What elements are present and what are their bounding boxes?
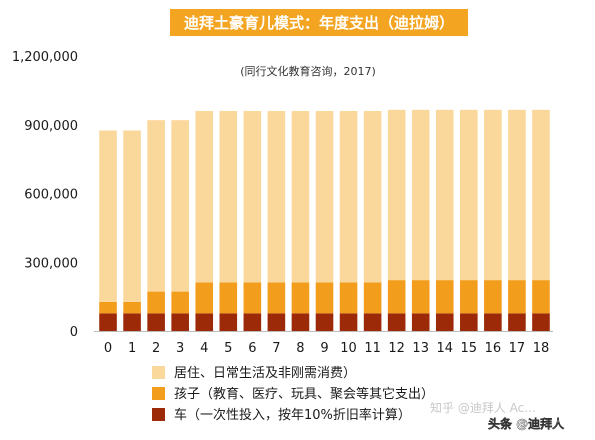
y-tick-label: 0 [70,325,78,340]
chart-subtitle: (同行文化教育咨询，2017) [240,64,376,78]
bar-segment-s0 [411,313,430,331]
x-tick-label: 8 [296,341,304,356]
bar-segment-s0 [147,313,165,331]
bar-segment-s0 [243,313,262,331]
bar-segment-s0 [435,313,454,331]
bar-segment-s1 [171,291,189,314]
legend-swatch [152,387,165,400]
x-tick-label: 6 [248,341,256,356]
x-tick-label: 14 [436,341,453,356]
bar-segment-s2 [339,111,358,283]
bar-segment-s2 [291,111,310,283]
bar-segment-s2 [315,111,334,283]
bar-segment-s2 [147,120,165,292]
x-tick-label: 18 [533,341,550,356]
bar-segment-s0 [267,313,286,331]
x-tick-label: 11 [364,341,381,356]
bar-segment-s0 [387,313,406,331]
y-tick-label: 300,000 [24,256,78,271]
bar-segment-s2 [508,109,526,281]
x-tick-label: 5 [224,341,232,356]
bar-segment-s2 [532,109,550,281]
bar-segment-s1 [291,282,310,314]
bar-segment-s2 [435,109,454,281]
bar-segment-s1 [243,282,262,314]
x-tick-label: 2 [152,341,160,356]
bar-segment-s1 [460,280,478,314]
x-tick-label: 10 [340,341,357,356]
bar-segment-s0 [363,313,382,331]
bar-segment-s1 [219,282,238,314]
bar-segment-s0 [532,313,550,331]
x-tick-label: 0 [104,341,112,356]
bar-segment-s0 [460,313,478,331]
x-tick-label: 1 [128,341,136,356]
y-tick-label: 600,000 [24,188,78,203]
bar-segment-s1 [267,282,286,314]
bar-segment-s1 [532,280,550,314]
x-tick-label: 9 [320,341,328,356]
x-tick-label: 15 [461,341,478,356]
watermark-toutiao: 头条 @迪拜人 [488,416,565,431]
bar-segment-s2 [484,109,502,281]
x-tick-label: 4 [200,341,208,356]
x-tick-label: 17 [509,341,526,356]
legend-swatch [152,408,165,421]
x-tick-label: 7 [272,341,280,356]
bar-segment-s1 [99,301,117,314]
bar-segment-s0 [123,313,141,331]
bar-segment-s2 [195,111,214,283]
bar-segment-s1 [195,282,214,314]
watermark-zhihu: 知乎 @迪拜人 Ac... [430,401,536,415]
legend-swatch [152,366,165,379]
bar-segment-s2 [460,109,478,281]
chart-title: 迪拜土豪育儿模式：年度支出（迪拉姆） [184,14,454,32]
bar-segment-s0 [484,313,502,331]
bar-segment-s2 [99,130,117,302]
bar-segment-s2 [387,109,406,281]
bar-segment-s2 [171,120,189,292]
bar-segment-s1 [411,280,430,314]
bar-segment-s0 [171,313,189,331]
x-tick-label: 12 [388,341,405,356]
y-tick-label: 1,200,000 [12,50,78,65]
y-tick-label: 900,000 [24,119,78,134]
bar-segment-s1 [147,291,165,314]
bar-segment-s1 [508,280,526,314]
bar-segment-s0 [339,313,358,331]
x-tick-label: 16 [485,341,502,356]
bar-segment-s0 [291,313,310,331]
bar-segment-s2 [219,111,238,283]
bar-segment-s0 [195,313,214,331]
x-tick-label: 3 [176,341,184,356]
bar-segment-s2 [123,130,141,302]
bar-segment-s2 [267,111,286,283]
bar-segment-s1 [484,280,502,314]
legend-label: 居住、日常生活及非刚需消费） [174,366,356,381]
bar-segment-s0 [508,313,526,331]
bar-segment-s2 [363,111,382,283]
bar-segment-s2 [243,111,262,283]
legend-label: 孩子（教育、医疗、玩具、聚会等其它支出） [174,386,434,402]
bar-segment-s0 [315,313,334,331]
bar-segment-s1 [363,282,382,314]
bar-segment-s0 [99,313,117,331]
bar-segment-s1 [435,280,454,314]
bar-segment-s2 [411,109,430,281]
bar-segment-s1 [123,301,141,314]
x-tick-label: 13 [412,341,429,356]
legend-label: 车（一次性投入，按年10%折旧率计算） [174,407,411,423]
bar-segment-s1 [339,282,358,314]
title-banner [170,9,468,36]
bar-segment-s1 [387,280,406,314]
bar-segment-s1 [315,282,334,314]
bar-segment-s0 [219,313,238,331]
